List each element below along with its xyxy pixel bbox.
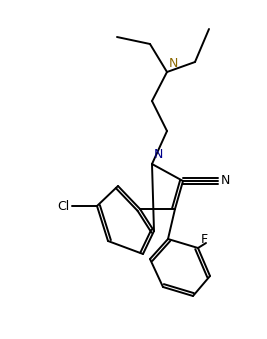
Text: N: N (169, 57, 178, 70)
Text: N: N (154, 148, 163, 161)
Text: Cl: Cl (58, 199, 70, 213)
Text: N: N (221, 175, 230, 187)
Text: F: F (201, 233, 208, 246)
